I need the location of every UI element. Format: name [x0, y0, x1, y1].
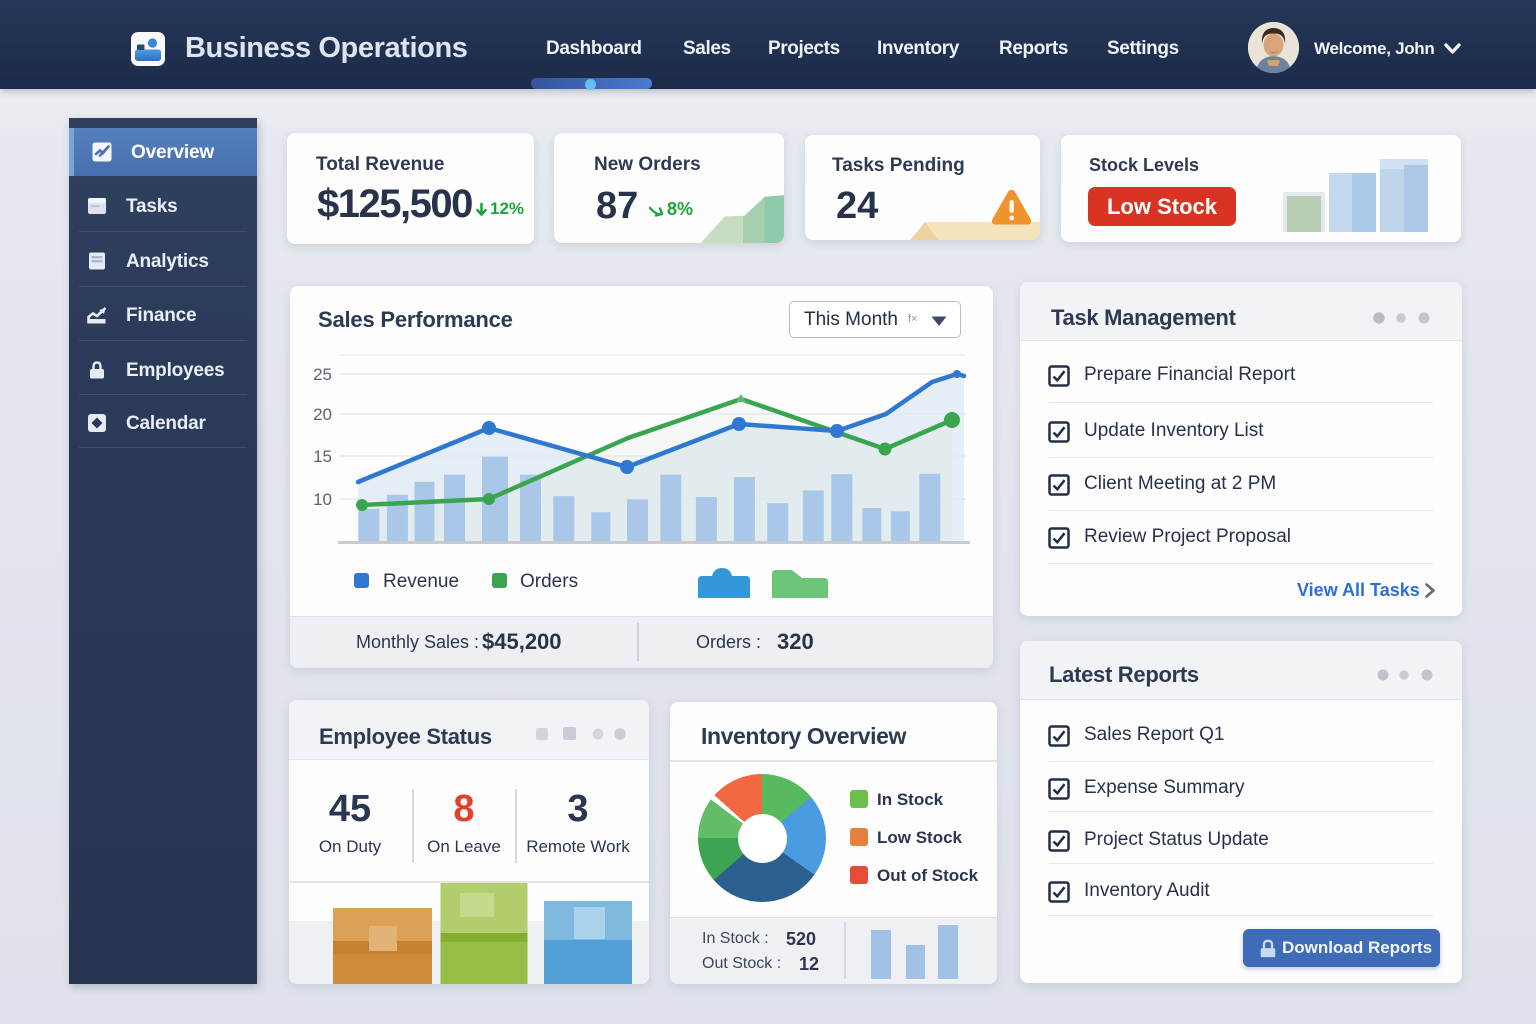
svg-text:25: 25: [313, 365, 332, 384]
svg-text:15: 15: [313, 447, 332, 466]
svg-text:20: 20: [313, 405, 332, 424]
svg-text:10: 10: [313, 490, 332, 509]
